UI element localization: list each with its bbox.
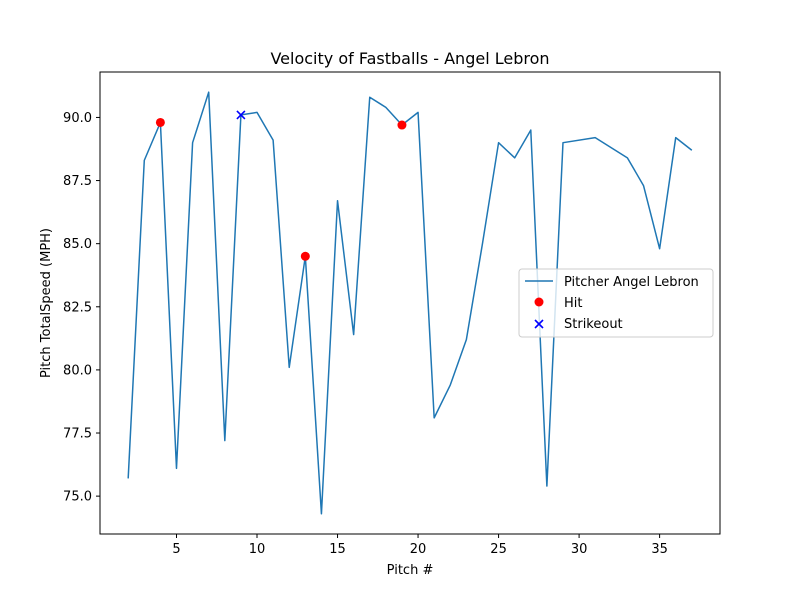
y-tick-label: 82.5	[63, 300, 92, 315]
x-tick-label: 30	[571, 542, 588, 557]
y-axis-ticks: 75.0 77.5 80.0 82.5 85.0 87.5 90.0	[63, 111, 100, 505]
x-axis-label: Pitch #	[387, 563, 434, 578]
chart-title: Velocity of Fastballs - Angel Lebron	[270, 49, 549, 68]
legend-label-strikeout: Strikeout	[564, 317, 623, 332]
y-axis-label: Pitch TotalSpeed (MPH)	[39, 228, 54, 378]
legend-label-hit: Hit	[564, 296, 582, 311]
axes-frame	[99, 71, 721, 535]
x-axis-ticks: 5 10 15 20 25 30 35	[172, 534, 668, 557]
legend-box	[518, 268, 714, 338]
y-tick-label: 85.0	[63, 237, 92, 252]
hit-point	[300, 251, 310, 261]
y-tick-label: 87.5	[63, 174, 92, 189]
legend-hit-marker	[534, 297, 544, 307]
y-tick-label: 77.5	[63, 427, 92, 442]
strikeout-point	[236, 110, 246, 120]
x-tick-label: 35	[651, 542, 668, 557]
x-tick-label: 10	[249, 542, 266, 557]
hit-point	[155, 117, 165, 127]
legend-strikeout-marker	[534, 319, 544, 329]
y-tick-label: 80.0	[63, 363, 92, 378]
y-tick-label: 75.0	[63, 490, 92, 505]
plot-area	[99, 71, 721, 535]
y-tick-label: 90.0	[63, 111, 92, 126]
series-layer	[127, 91, 693, 515]
legend-label-pitcher: Pitcher Angel Lebron	[564, 275, 699, 290]
x-tick-label: 15	[329, 542, 346, 557]
x-tick-label: 25	[490, 542, 507, 557]
series-line-pitcher	[127, 91, 693, 515]
x-tick-label: 20	[410, 542, 427, 557]
hit-point	[397, 120, 407, 130]
legend: Pitcher Angel Lebron Hit Strikeout	[518, 268, 714, 338]
x-tick-label: 5	[172, 542, 180, 557]
